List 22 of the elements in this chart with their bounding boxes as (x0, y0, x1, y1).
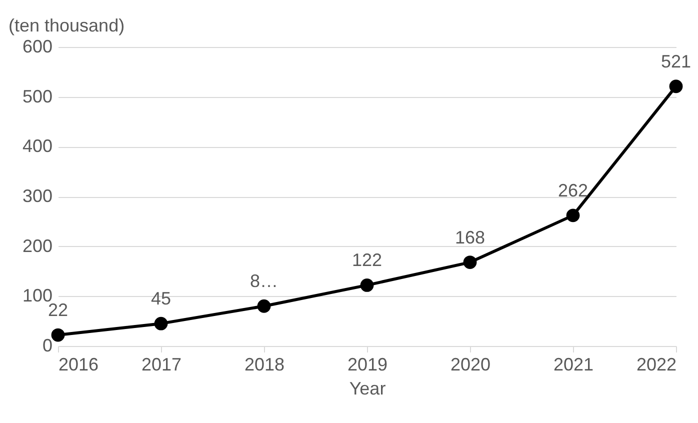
y-tick-label: 400 (22, 136, 52, 156)
text: 45 (150, 288, 172, 309)
x-tick-label: 2022 (636, 354, 676, 374)
text: 262 (558, 180, 588, 200)
y-axis-title: (ten thousand) (8, 16, 125, 36)
x-tick-label: 2017 (141, 354, 182, 374)
y-tick-label: 300 (22, 186, 52, 206)
text: 168 (454, 227, 486, 248)
y-tick-label: 500 (22, 86, 52, 106)
y-tick-label: 200 (22, 236, 52, 256)
text: 122 (352, 250, 382, 270)
x-tick-label: 2018 (244, 354, 285, 374)
y-tick-label: 0 (42, 336, 52, 356)
x-tick-label: 2020 (450, 354, 491, 374)
text: 8… (250, 271, 278, 292)
x-tick-label: 2019 (347, 354, 388, 374)
x-tick-label: 2016 (58, 354, 99, 374)
x-tick-label: 2021 (553, 354, 594, 374)
text: 22 (48, 300, 68, 320)
x-axis-title: Year (349, 378, 386, 398)
text: 521 (660, 51, 692, 72)
y-tick-label: 600 (22, 36, 52, 56)
